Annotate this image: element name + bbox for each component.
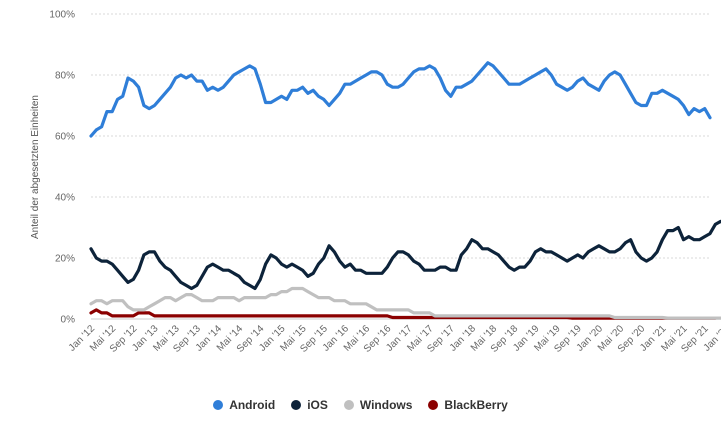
legend-marker: [428, 400, 439, 410]
y-axis: 0% 20% 40% 60% 80% 100%: [49, 10, 75, 326]
legend-marker: [343, 400, 354, 410]
legend-label: Android: [229, 398, 276, 412]
y-tick-label: 0%: [61, 315, 76, 326]
y-axis-label: Anteil der abgesetzten Einheiten: [30, 95, 41, 239]
y-tick-label: 100%: [49, 10, 75, 21]
legend-label: BlackBerry: [444, 398, 508, 412]
y-tick-label: 80%: [55, 71, 75, 82]
gridlines: [91, 13, 710, 320]
legend-marker: [213, 400, 224, 410]
series-line-android: [89, 61, 712, 138]
legend-item-android[interactable]: Android: [213, 398, 275, 412]
plot-series: [89, 61, 721, 320]
legend-marker: [291, 400, 302, 410]
legend-label: Windows: [359, 398, 413, 412]
y-tick-label: 60%: [55, 132, 75, 143]
y-tick-label: 20%: [55, 254, 75, 265]
y-tick-label: 40%: [55, 193, 75, 204]
legend-item-blackberry[interactable]: BlackBerry: [428, 398, 508, 412]
series-line-ios: [89, 219, 721, 291]
legend: Android iOS Windows BlackBerry: [0, 395, 721, 415]
series-line-windows: [89, 286, 721, 320]
legend-label: iOS: [307, 398, 328, 412]
legend-item-windows[interactable]: Windows: [343, 398, 413, 412]
legend-item-ios[interactable]: iOS: [291, 398, 328, 412]
